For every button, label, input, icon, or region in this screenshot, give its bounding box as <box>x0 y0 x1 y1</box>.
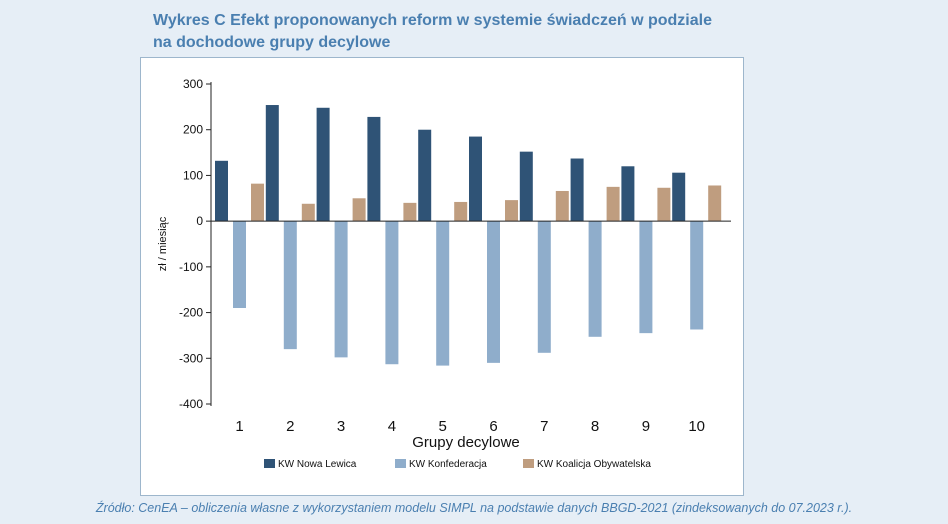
bar-kw-nowa-lewica <box>367 116 381 222</box>
bar-kw-konfederacja <box>639 221 653 334</box>
legend-swatch <box>264 459 275 468</box>
bar-kw-nowa-lewica <box>418 129 432 222</box>
bar-chart: 300 200 100 0 -100 -200 -300 -400 zł / miesiąc 1 2… <box>157 77 731 470</box>
chart-title-line-1: Wykres C Efekt proponowanych reform w sy… <box>153 12 712 29</box>
x-tick-label: 10 <box>688 418 705 435</box>
chart-title-line-2: na dochodowe grupy decylowe <box>153 34 391 51</box>
x-axis-label: Grupy decylowe <box>412 434 520 451</box>
y-tick-label: -400 <box>179 397 203 411</box>
bar-kw-koalicja-obywatelska <box>352 198 366 222</box>
y-axis-label: zł / miesiąc <box>157 216 169 271</box>
bar-kw-nowa-lewica <box>265 105 279 222</box>
x-tick-label: 2 <box>286 418 294 435</box>
bar-kw-koalicja-obywatelska <box>403 202 417 222</box>
bar-kw-konfederacja <box>588 221 602 337</box>
bar-kw-konfederacja <box>334 221 348 358</box>
y-tick-label: -100 <box>179 260 203 274</box>
chart-frame: 300 200 100 0 -100 -200 -300 -400 zł / miesiąc 1 2… <box>140 57 744 496</box>
y-tick-label: 100 <box>183 168 203 182</box>
bar-kw-koalicja-obywatelska <box>657 187 671 222</box>
bar-kw-koalicja-obywatelska <box>606 186 620 222</box>
legend-entry: KW Koalicja Obywatelska <box>537 459 651 470</box>
bar-kw-nowa-lewica <box>469 136 482 222</box>
bar-kw-nowa-lewica <box>215 160 228 222</box>
y-tick-label: 0 <box>196 214 203 228</box>
y-tick-label: 300 <box>183 77 203 91</box>
bar-kw-nowa-lewica <box>316 107 330 222</box>
legend-entry: KW Konfederacja <box>409 459 487 470</box>
x-tick-label: 7 <box>540 418 548 435</box>
bar-kw-nowa-lewica <box>519 151 533 222</box>
bar-kw-konfederacja <box>233 221 246 308</box>
bar-kw-konfederacja <box>283 221 297 350</box>
x-tick-label: 4 <box>388 418 396 435</box>
legend-swatch <box>523 459 534 468</box>
bar-kw-nowa-lewica <box>570 158 584 222</box>
x-tick-label: 8 <box>591 418 599 435</box>
chart-title: Wykres C Efekt proponowanych reform w sy… <box>153 10 793 54</box>
bar-kw-nowa-lewica <box>621 166 635 222</box>
bar-kw-koalicja-obywatelska <box>505 200 518 222</box>
x-tick-label: 1 <box>235 418 243 435</box>
bar-kw-konfederacja <box>385 221 399 365</box>
x-tick-label: 3 <box>337 418 345 435</box>
bar-kw-konfederacja <box>487 221 500 363</box>
source-note: Źródło: CenEA – obliczenia własne z wyko… <box>95 501 853 515</box>
bar-kw-nowa-lewica <box>672 172 686 222</box>
bar-kw-koalicja-obywatelska <box>454 201 468 222</box>
legend-entry: KW Nowa Lewica <box>278 459 357 470</box>
bar-kw-koalicja-obywatelska <box>251 183 264 222</box>
x-tick-label: 5 <box>439 418 447 435</box>
x-tick-label: 6 <box>489 418 497 435</box>
bar-kw-koalicja-obywatelska <box>555 190 569 222</box>
x-tick-label: 9 <box>642 418 650 435</box>
y-tick-label: -200 <box>179 306 203 320</box>
legend-swatch <box>395 459 406 468</box>
bar-kw-koalicja-obywatelska <box>708 185 722 222</box>
bar-kw-konfederacja <box>537 221 551 353</box>
bar-kw-koalicja-obywatelska <box>301 203 315 222</box>
bar-kw-konfederacja <box>690 221 704 330</box>
y-tick-label: -300 <box>179 351 203 365</box>
bar-kw-konfederacja <box>436 221 450 366</box>
y-tick-label: 200 <box>183 123 203 137</box>
